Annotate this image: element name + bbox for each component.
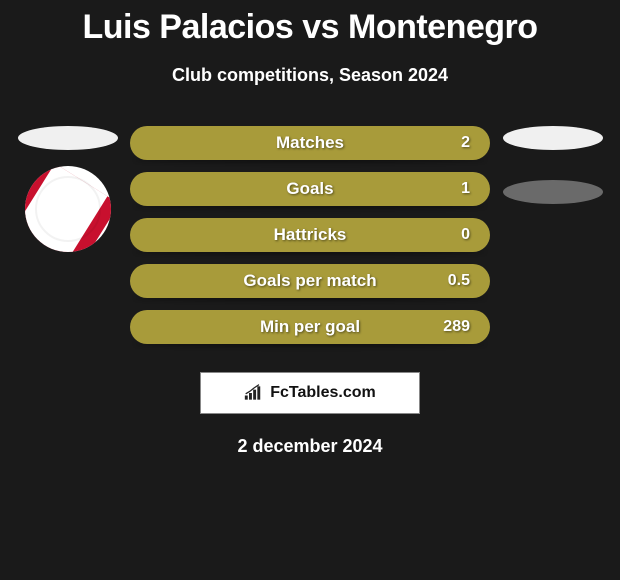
stat-row-hattricks: Hattricks 0 (130, 218, 490, 252)
stat-row-gpm: Goals per match 0.5 (130, 264, 490, 298)
bars-chart-icon (244, 384, 264, 402)
footer-date: 2 december 2024 (0, 436, 620, 457)
stat-right-value: 0 (420, 226, 470, 244)
stat-label: Min per goal (260, 317, 360, 337)
stats-card: Luis Palacios vs Montenegro Club competi… (0, 0, 620, 457)
stat-right-value: 289 (420, 318, 470, 336)
right-ellipse-1 (503, 126, 603, 150)
stat-row-goals: Goals 1 (130, 172, 490, 206)
stats-list: Matches 2 Goals 1 Hattricks 0 Goals per … (130, 126, 490, 344)
stat-row-matches: Matches 2 (130, 126, 490, 160)
left-player-col (15, 126, 120, 252)
stat-label: Goals (286, 179, 333, 199)
stat-row-mpg: Min per goal 289 (130, 310, 490, 344)
right-ellipse-2 (503, 180, 603, 204)
brand-box[interactable]: FcTables.com (200, 372, 420, 414)
badge-inner (35, 176, 101, 242)
brand-text: FcTables.com (270, 384, 376, 402)
stat-right-value: 1 (420, 180, 470, 198)
left-team-badge (25, 166, 111, 252)
right-player-col (500, 126, 605, 204)
stat-right-value: 2 (420, 134, 470, 152)
stat-label: Matches (276, 133, 344, 153)
stat-label: Goals per match (243, 271, 376, 291)
main-area: Matches 2 Goals 1 Hattricks 0 Goals per … (0, 126, 620, 344)
page-subtitle: Club competitions, Season 2024 (0, 65, 620, 86)
stat-right-value: 0.5 (420, 272, 470, 290)
page-title: Luis Palacios vs Montenegro (0, 8, 620, 47)
stat-label: Hattricks (274, 225, 347, 245)
left-ellipse-1 (18, 126, 118, 150)
